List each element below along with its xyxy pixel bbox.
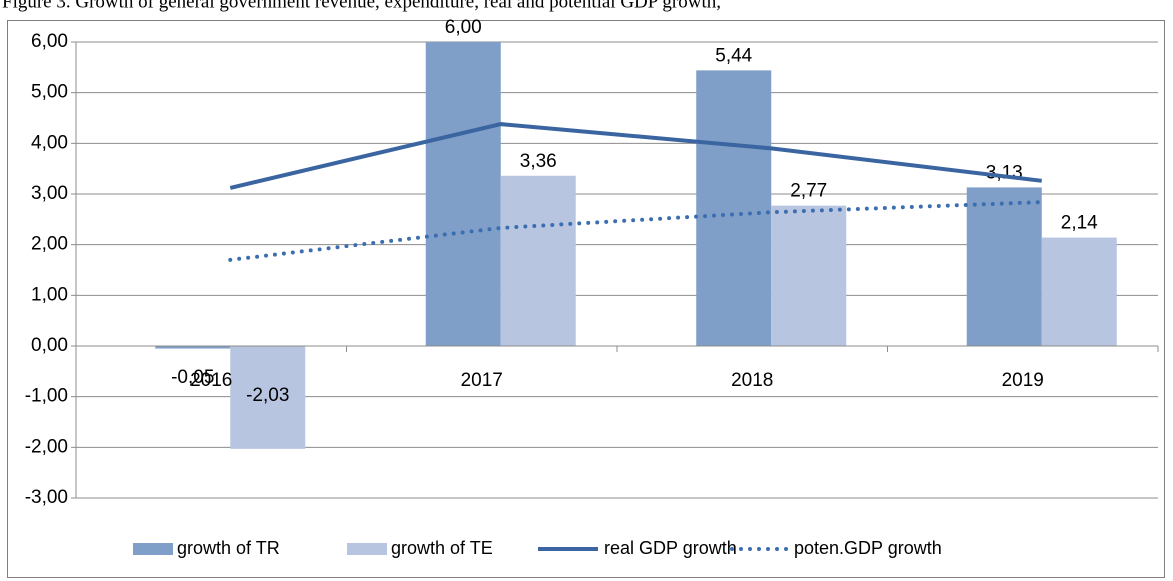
bar <box>500 175 576 346</box>
y-tick-label: -1,00 <box>25 386 68 407</box>
y-tick-label: -3,00 <box>25 487 68 508</box>
y-tick-label: -2,00 <box>25 436 68 457</box>
data-label: 3,36 <box>520 151 557 172</box>
line-series <box>229 122 1042 190</box>
x-tick-label: 2018 <box>731 370 773 391</box>
data-label: -2,03 <box>246 385 289 406</box>
data-label: 5,44 <box>715 45 752 66</box>
bar <box>1041 237 1117 346</box>
bar <box>155 346 231 349</box>
y-tick-label: 2,00 <box>31 234 68 255</box>
legend-swatch <box>347 543 387 555</box>
legend-swatch <box>133 543 173 555</box>
legend-label: real GDP growth <box>604 538 737 558</box>
bar <box>230 346 306 449</box>
chart-title: Figure 3. Growth of general government r… <box>2 0 721 12</box>
y-tick-label: 6,00 <box>31 31 68 52</box>
y-tick-label: 0,00 <box>31 335 68 356</box>
data-label: 2,77 <box>790 181 827 202</box>
x-tick-label: 2017 <box>461 370 503 391</box>
y-tick-label: 4,00 <box>31 132 68 153</box>
bar <box>966 187 1042 346</box>
y-tick-label: 5,00 <box>31 82 68 103</box>
line-series <box>228 200 1044 262</box>
data-label: 6,00 <box>445 17 482 38</box>
bar <box>425 42 501 346</box>
legend-label: growth of TR <box>177 538 280 558</box>
data-label: -0,05 <box>171 367 214 388</box>
legend-label: poten.GDP growth <box>794 538 942 558</box>
legend-label: growth of TE <box>391 538 493 558</box>
x-tick-label: 2019 <box>1002 370 1044 391</box>
data-label: 2,14 <box>1061 213 1098 234</box>
y-tick-label: 3,00 <box>31 183 68 204</box>
y-tick-label: 1,00 <box>31 284 68 305</box>
chart-border <box>7 20 1165 578</box>
bar <box>771 205 847 346</box>
x-tick-label: 2016 <box>190 370 232 391</box>
bar <box>696 70 772 346</box>
